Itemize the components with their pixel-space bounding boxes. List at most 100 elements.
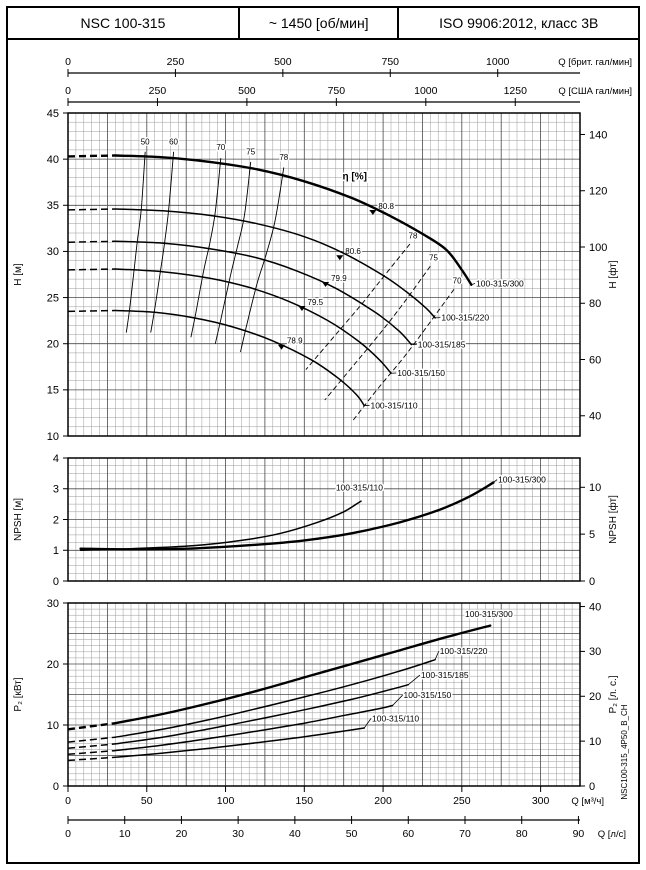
bep-efficiency-label: 79.5	[307, 298, 323, 307]
ytick-right-label-power: 10	[589, 736, 601, 748]
xtick-label-bottom: 80	[516, 828, 528, 840]
curve-label-100-315/110: 100-315/110	[370, 400, 417, 410]
xtick-label-bottom: 10	[119, 828, 131, 840]
pump-curve-100-315/220	[114, 208, 436, 319]
axis-title-npsh-left: NPSH [м]	[13, 498, 24, 541]
xtick-label-bottom: 250	[453, 795, 471, 807]
efficiency-value-label: 50	[141, 137, 150, 146]
chart-power: 0 10 20 30 0 10 20 30 40 P₂ [кВт] P₂ [л. с.] 100-31…	[13, 598, 619, 793]
ytick-right-label-head: 40	[589, 411, 601, 423]
xtick-label-top: 750	[382, 56, 400, 68]
ytick-right-label-power: 0	[589, 781, 595, 793]
pump-curve-100-315/110	[79, 500, 362, 552]
efficiency-value-label: 60	[169, 137, 178, 146]
xtick-label-top: 0	[65, 56, 71, 68]
bep-efficiency-label: 79.9	[331, 274, 347, 283]
ytick-right-label-power: 20	[589, 691, 601, 703]
xtick-label-top: 250	[149, 85, 167, 97]
grid-minor-head	[68, 113, 580, 436]
curve-label-leader	[392, 694, 403, 706]
pump-curve-100-315/220	[114, 658, 436, 738]
ytick-label-head: 40	[47, 154, 59, 166]
pump-curve-100-315/150	[114, 704, 394, 752]
xtick-label-top: 500	[238, 85, 256, 97]
ytick-right-label-head: 80	[589, 298, 601, 310]
pump-curve-dashed-100-315/300	[67, 154, 116, 158]
ytick-label-npsh: 1	[53, 545, 59, 557]
ytick-label-npsh: 0	[53, 576, 59, 588]
curve-label-leader	[434, 651, 440, 660]
document-code: NSC100-315_4P50_B_CH	[620, 704, 629, 799]
xtick-label-bottom: 200	[374, 795, 392, 807]
ytick-label-npsh: 3	[53, 484, 59, 496]
chart-npsh: 0 1 2 3 4 0 5 10 NPSH [м] NPSH [фт] 100-315/300 100…	[13, 453, 619, 588]
xtick-label-top: 500	[274, 56, 292, 68]
pump-model: NSC 100-315	[80, 15, 166, 31]
efficiency-line-70	[190, 158, 222, 338]
ytick-label-npsh: 2	[53, 514, 59, 526]
x-axis-title-top-0: Q [брит. гал/мин]	[558, 57, 632, 68]
efficiency-line-70	[352, 289, 455, 421]
xtick-label-top: 1000	[414, 85, 438, 97]
xtick-label-bottom: 0	[65, 828, 71, 840]
pump-curve-dashed-100-315/300	[67, 722, 116, 731]
grid-major-head	[68, 113, 580, 436]
x-axis-title-bottom-1: Q [л/с]	[598, 829, 626, 840]
x-axis-top-1: 0 250 500 750 1000 1250 Q [США гал/мин]	[65, 85, 632, 106]
pump-curve-dashed-100-315/220	[67, 208, 116, 211]
xtick-label-bottom: 20	[176, 828, 188, 840]
xtick-label-bottom: 30	[232, 828, 244, 840]
pump-curve-100-315/300	[114, 624, 492, 725]
efficiency-value-label: 70	[453, 277, 462, 286]
ytick-label-head: 30	[47, 246, 59, 258]
pump-curve-100-315/110	[114, 727, 365, 759]
pump-curve-100-315/185	[114, 683, 410, 745]
ytick-right-label-npsh: 5	[589, 529, 595, 541]
x-axis-title-top-1: Q [США гал/мин]	[558, 86, 632, 97]
ytick-label-power: 30	[47, 598, 59, 610]
curve-label-100-315/110: 100-315/110	[336, 482, 383, 492]
axis-title-head-right: H [фт]	[607, 260, 619, 288]
bep-efficiency-label: 80.6	[345, 247, 361, 256]
pump-curve-100-315/150	[114, 268, 392, 374]
ytick-label-head: 20	[47, 339, 59, 351]
curve-label-100-315/150: 100-315/150	[397, 368, 445, 378]
pump-speed: ~ 1450 [об/мин]	[237, 8, 400, 38]
pump-curve-dashed-100-315/220	[67, 736, 116, 743]
xtick-label-top: 1000	[486, 56, 510, 68]
pump-curve-100-315/110	[114, 309, 365, 407]
ytick-right-label-power: 40	[589, 601, 601, 613]
curve-label-100-315/150: 100-315/150	[404, 690, 452, 700]
xtick-label-bottom: 40	[289, 828, 301, 840]
pump-curve-dashed-100-315/150	[67, 749, 116, 756]
efficiency-line-75	[214, 161, 252, 344]
bep-marker-icon	[369, 209, 377, 215]
xtick-label-bottom: 50	[141, 795, 153, 807]
ytick-label-head: 25	[47, 292, 59, 304]
pump-curve-100-315/185	[114, 240, 413, 346]
chart-head: 10 15 20 25 30 35 40 45 40 60 80 100 120 140 H [м] H [ф…	[13, 108, 619, 443]
efficiency-line-78	[305, 243, 411, 370]
ytick-label-power: 10	[47, 720, 59, 732]
xtick-label-top: 1250	[504, 85, 528, 97]
curve-label-leader	[408, 674, 421, 686]
bep-efficiency-label: 78.9	[287, 337, 303, 346]
ytick-label-power: 20	[47, 659, 59, 671]
axis-title-power-left: P₂ [кВт]	[13, 677, 24, 711]
xtick-label-bottom: 60	[402, 828, 414, 840]
pump-curve-dashed-100-315/110	[67, 756, 116, 762]
ytick-right-label-head: 60	[589, 354, 601, 366]
curve-label-100-315/300: 100-315/300	[498, 475, 546, 485]
efficiency-value-label: 75	[429, 254, 438, 263]
curve-label-100-315/185: 100-315/185	[418, 339, 466, 349]
xtick-label-top: 750	[328, 85, 346, 97]
curve-label-100-315/300: 100-315/300	[476, 278, 524, 288]
efficiency-line-75	[324, 265, 431, 401]
ytick-right-label-npsh: 0	[589, 576, 595, 588]
ytick-label-head: 15	[47, 385, 59, 397]
plot-border-power	[67, 602, 581, 787]
pump-curve-dashed-100-315/150	[67, 268, 116, 271]
xtick-label-bottom: 50	[346, 828, 358, 840]
ytick-label-power: 0	[53, 781, 59, 793]
